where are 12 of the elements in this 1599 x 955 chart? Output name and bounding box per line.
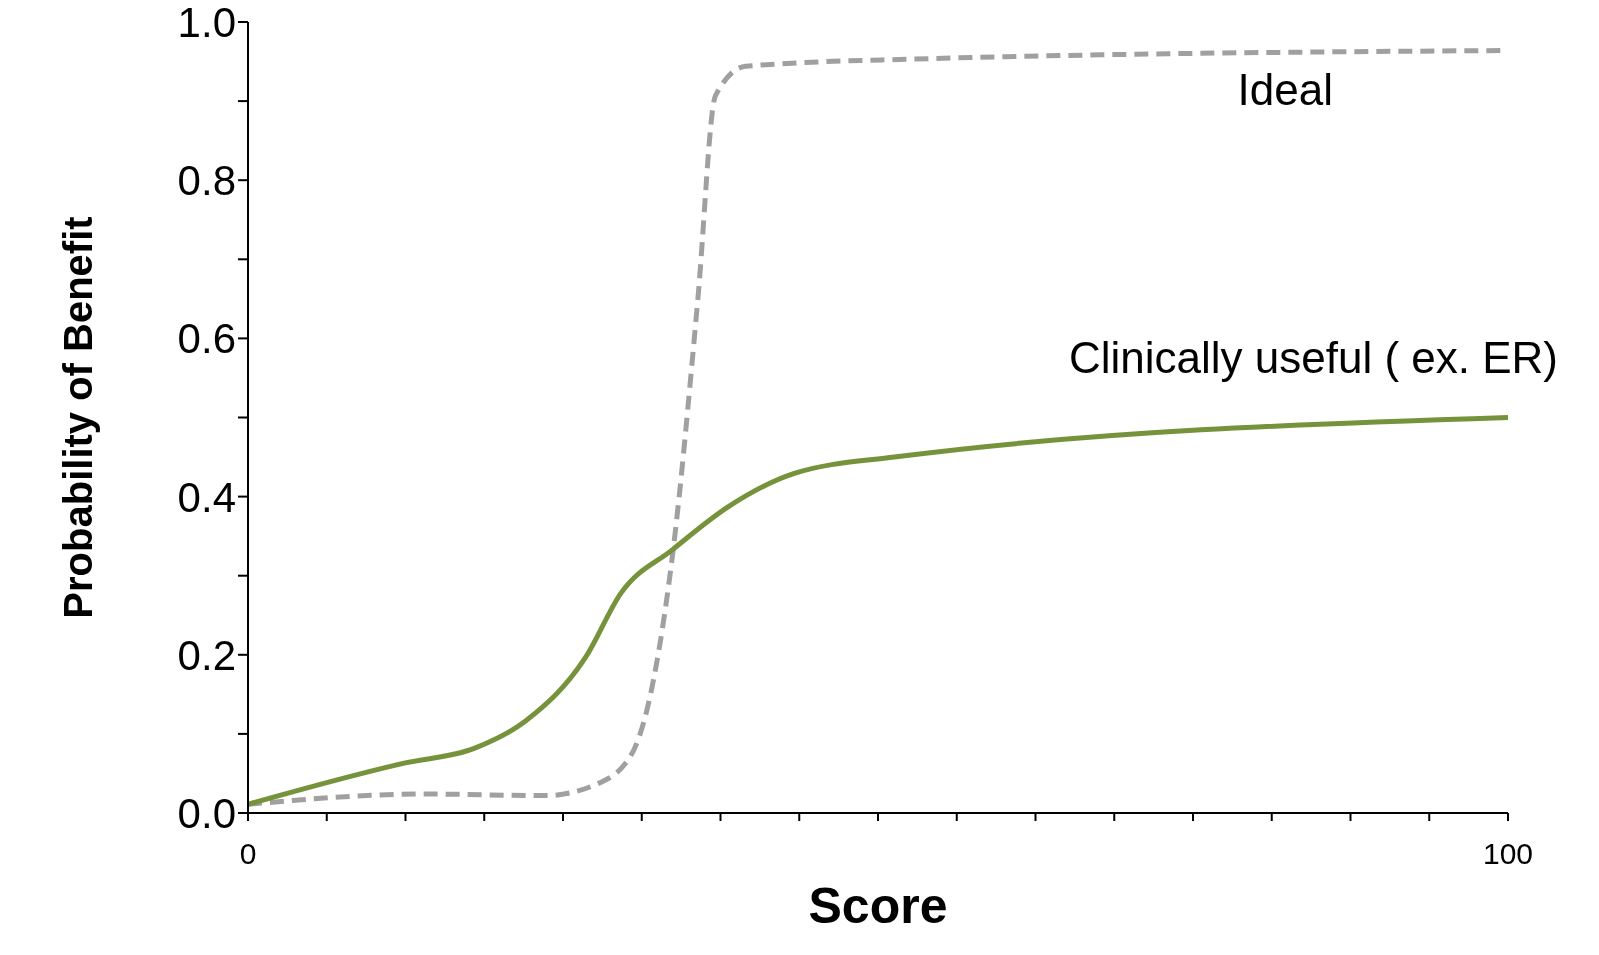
- x-tick-label: 100: [1482, 837, 1534, 871]
- y-tick-label: 0.2: [177, 631, 236, 679]
- y-axis-title: Probability of Benefit: [56, 216, 101, 619]
- x-axis-title: Score: [808, 878, 948, 934]
- x-tick-label: 0: [239, 837, 257, 871]
- y-tick-label: 0.4: [177, 473, 236, 521]
- y-tick-label: 0.0: [177, 789, 236, 837]
- y-tick-label: 1.0: [177, 0, 236, 46]
- y-tick-label: 0.8: [177, 157, 236, 205]
- series-label: Ideal: [1237, 65, 1333, 115]
- series-label: Clinically useful ( ex. ER): [1068, 332, 1558, 382]
- y-tick-label: 0.6: [177, 315, 236, 363]
